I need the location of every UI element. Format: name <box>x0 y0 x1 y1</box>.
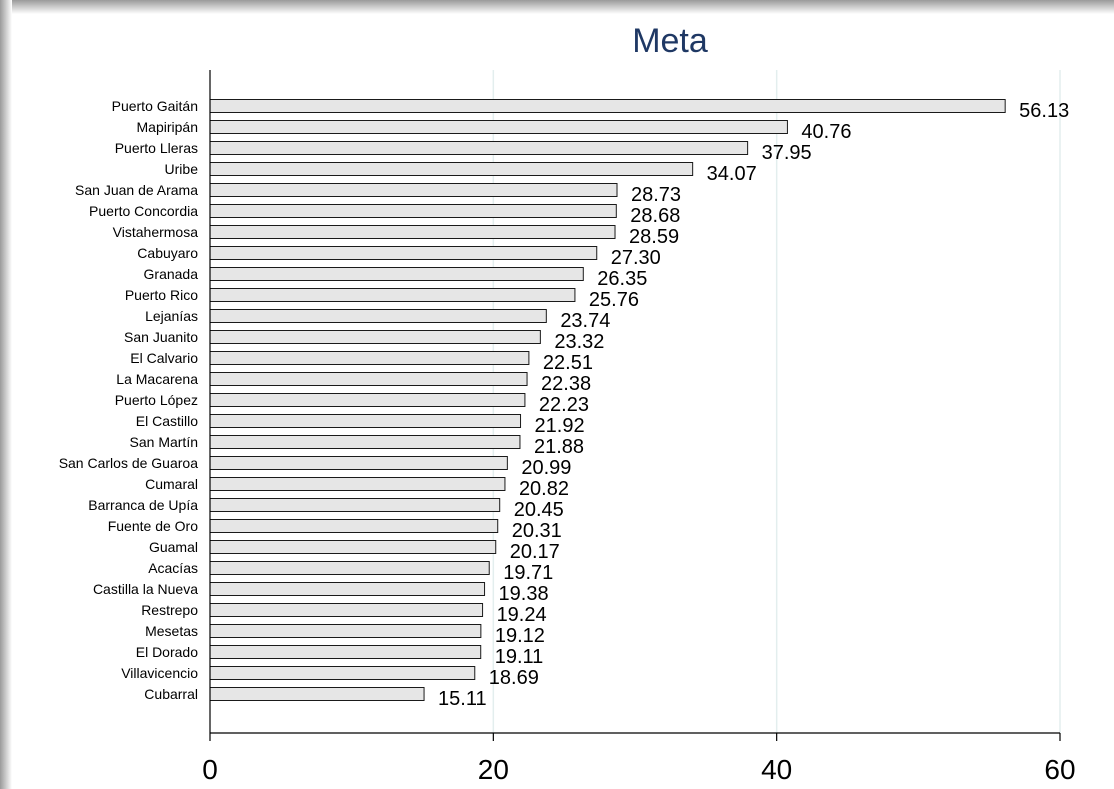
bar <box>209 162 694 176</box>
category-label: San Martín <box>130 434 198 450</box>
category-labels: Puerto Gaitán Mapiripán Puerto Lleras Uribe… <box>59 98 199 702</box>
value-label: 22.23 <box>539 394 589 416</box>
value-label: 20.99 <box>521 457 571 479</box>
value-label: 19.24 <box>497 604 547 626</box>
bar <box>209 183 618 197</box>
bar <box>209 477 506 491</box>
category-label: Guamal <box>149 539 198 555</box>
category-label: Vistahermosa <box>113 224 199 240</box>
category-label: Cubarral <box>144 686 198 702</box>
bar <box>209 99 1006 113</box>
bar <box>209 246 598 260</box>
bar <box>209 267 584 281</box>
bar <box>209 624 482 638</box>
category-label: Uribe <box>165 161 199 177</box>
value-label: 22.51 <box>543 352 593 374</box>
value-label: 40.76 <box>801 121 851 143</box>
bar <box>209 288 576 302</box>
category-label: El Dorado <box>136 644 198 660</box>
category-label: Granada <box>144 266 199 282</box>
category-label: Cabuyaro <box>137 245 198 261</box>
bar <box>209 225 616 239</box>
value-label: 28.73 <box>631 184 681 206</box>
axes: 0 20 40 60 <box>202 70 1076 785</box>
bar <box>209 645 482 659</box>
bar <box>209 372 528 386</box>
value-label: 27.30 <box>611 247 661 269</box>
category-label: La Macarena <box>116 371 198 387</box>
bar <box>209 330 541 344</box>
value-label: 18.69 <box>489 667 539 689</box>
x-tick-label: 0 <box>202 754 218 785</box>
category-label: Fuente de Oro <box>108 518 198 534</box>
value-label: 19.12 <box>495 625 545 647</box>
bar <box>209 309 547 323</box>
category-label: Puerto Gaitán <box>112 98 198 114</box>
category-label: Barranca de Upía <box>88 497 198 513</box>
category-label: Lejanías <box>145 308 198 324</box>
frame-shadow-left <box>0 0 12 789</box>
value-label: 23.74 <box>560 310 610 332</box>
frame-shadow-top <box>0 0 1114 14</box>
value-label: 19.11 <box>495 646 544 668</box>
category-label: Cumaral <box>145 476 198 492</box>
value-label: 37.95 <box>762 142 812 164</box>
bar <box>209 561 490 575</box>
value-label: 22.38 <box>541 373 591 395</box>
category-label: Mapiripán <box>137 119 198 135</box>
value-label: 19.71 <box>503 562 553 584</box>
value-label: 20.82 <box>519 478 569 500</box>
bar <box>209 435 521 449</box>
bar <box>209 519 499 533</box>
category-label: Puerto Rico <box>125 287 198 303</box>
value-label: 34.07 <box>707 163 757 185</box>
value-label: 20.31 <box>512 520 562 542</box>
value-label: 23.32 <box>554 331 604 353</box>
value-label: 15.11 <box>438 688 487 710</box>
category-label: Acacías <box>148 560 198 576</box>
value-label: 26.35 <box>597 268 647 290</box>
category-label: San Juanito <box>124 329 198 345</box>
bar <box>209 540 497 554</box>
value-label: 19.38 <box>499 583 549 605</box>
bar <box>209 120 788 134</box>
value-label: 20.45 <box>514 499 564 521</box>
category-label: El Castillo <box>136 413 198 429</box>
category-label: Puerto López <box>115 392 198 408</box>
bar <box>209 456 508 470</box>
category-label: Restrepo <box>141 602 198 618</box>
bar <box>209 141 749 155</box>
bar <box>209 414 522 428</box>
bar <box>209 393 526 407</box>
value-label: 25.76 <box>589 289 639 311</box>
bar <box>209 666 476 680</box>
bar <box>209 603 484 617</box>
category-label: San Carlos de Guaroa <box>59 455 199 471</box>
value-label: 21.88 <box>534 436 584 458</box>
bar <box>209 351 530 365</box>
value-label: 28.59 <box>629 226 679 248</box>
x-tick-label: 40 <box>761 754 792 785</box>
bar <box>209 582 486 596</box>
category-label: Mesetas <box>145 623 198 639</box>
x-tick-label: 60 <box>1044 754 1075 785</box>
bar <box>209 204 617 218</box>
value-label: 21.92 <box>535 415 585 437</box>
category-label: Castilla la Nueva <box>93 581 198 597</box>
category-label: Villavicencio <box>121 665 198 681</box>
category-label: El Calvario <box>130 350 198 366</box>
chart-title: Meta <box>632 22 708 60</box>
category-label: Puerto Concordia <box>89 203 198 219</box>
category-label: Puerto Lleras <box>115 140 198 156</box>
x-tick-label: 20 <box>478 754 509 785</box>
value-label: 28.68 <box>630 205 680 227</box>
value-label: 56.13 <box>1019 100 1069 122</box>
category-label: San Juan de Arama <box>75 182 198 198</box>
value-label: 20.17 <box>510 541 560 563</box>
bar <box>209 687 425 701</box>
bar <box>209 498 501 512</box>
